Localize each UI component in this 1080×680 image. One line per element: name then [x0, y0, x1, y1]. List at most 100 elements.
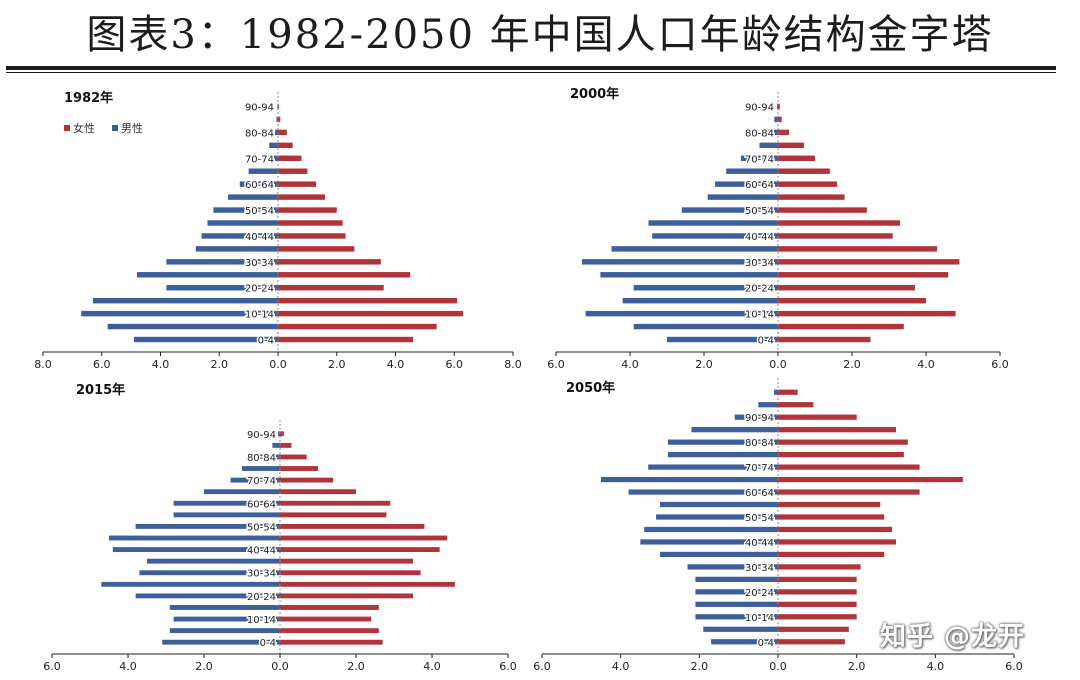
- bar-female: [278, 103, 279, 110]
- bar-male: [112, 547, 280, 553]
- x-tick-label: 2.0: [328, 358, 346, 371]
- bar-female: [778, 526, 893, 533]
- x-tick-label: 4.0: [917, 358, 935, 371]
- age-label: 50-54: [245, 206, 274, 217]
- legend-label-female: 女性: [73, 121, 95, 135]
- bar-female: [278, 297, 458, 304]
- bar-female: [280, 628, 379, 634]
- x-tick-label: 6.0: [533, 660, 551, 673]
- age-label: 0-4: [260, 638, 276, 649]
- bar-male: [758, 402, 778, 408]
- bar-female: [280, 500, 391, 506]
- bar-male: [774, 389, 778, 395]
- bar-male: [703, 626, 778, 632]
- x-tick-label: 4.0: [621, 358, 639, 371]
- bar-female: [778, 402, 814, 408]
- bar-female: [778, 233, 893, 239]
- bar-male: [660, 501, 778, 508]
- bar-female: [778, 639, 845, 645]
- bar-female: [778, 285, 915, 291]
- bar-male: [711, 639, 778, 645]
- bar-male: [147, 558, 280, 564]
- age-label: 70-74: [245, 154, 274, 165]
- bar-male: [173, 616, 280, 622]
- x-tick-label: 4.0: [119, 660, 137, 673]
- x-tick-label: 0.0: [769, 358, 787, 371]
- bar-male: [726, 168, 778, 174]
- chart-title: 1982年: [64, 90, 113, 106]
- age-label: 50-54: [247, 522, 276, 533]
- age-label: 10-14: [745, 613, 774, 624]
- bar-male: [277, 103, 278, 110]
- bar-male: [759, 142, 778, 149]
- x-tick-label: 6.0: [991, 358, 1009, 371]
- bar-female: [280, 558, 413, 564]
- bar-female: [280, 512, 387, 518]
- bar-male: [135, 523, 280, 529]
- x-tick-label: 6.0: [43, 660, 61, 673]
- bar-male: [204, 489, 280, 495]
- bar-female: [778, 501, 881, 508]
- age-label: 80-84: [745, 438, 774, 449]
- age-label: 80-84: [247, 453, 276, 464]
- bar-female: [278, 181, 317, 187]
- title-divider: [6, 66, 1056, 70]
- bar-female: [778, 626, 849, 632]
- x-tick-label: 4.0: [152, 358, 170, 371]
- bar-male: [715, 181, 778, 187]
- bar-male: [166, 285, 278, 291]
- bar-female: [778, 601, 857, 607]
- bar-male: [107, 323, 278, 330]
- bar-male: [585, 310, 778, 317]
- legend-swatch-male: [112, 125, 118, 131]
- bar-female: [778, 589, 857, 595]
- age-label: 10-14: [745, 310, 774, 321]
- bar-male: [101, 581, 281, 587]
- bar-female: [778, 129, 790, 136]
- bar-female: [778, 427, 896, 433]
- bar-male: [230, 477, 280, 483]
- bar-female: [278, 259, 381, 265]
- bar-female: [278, 168, 308, 174]
- bar-female: [778, 389, 798, 395]
- bar-male: [648, 220, 778, 226]
- bar-male: [648, 464, 778, 470]
- bar-male: [633, 323, 778, 330]
- x-tick-label: 8.0: [34, 358, 52, 371]
- age-label: 90-94: [745, 413, 774, 424]
- bar-male: [640, 539, 778, 545]
- bar-female: [280, 570, 421, 576]
- bar-male: [695, 601, 778, 607]
- age-label: 20-24: [247, 592, 276, 603]
- bar-female: [778, 142, 804, 149]
- age-label: 60-64: [247, 499, 276, 510]
- page-title: 图表3：1982-2050 年中国人口年龄结构金字塔: [86, 12, 994, 58]
- bar-male: [766, 129, 778, 136]
- age-label: 90-94: [247, 430, 276, 441]
- bar-female: [778, 181, 838, 187]
- bar-female: [778, 336, 871, 343]
- x-tick-label: 2.0: [347, 660, 365, 673]
- bar-female: [778, 439, 908, 445]
- bar-male: [169, 628, 280, 634]
- bar-female: [778, 272, 949, 278]
- age-label: 40-44: [245, 232, 274, 243]
- x-tick-label: 2.0: [211, 358, 229, 371]
- bar-male: [278, 431, 280, 437]
- bar-male: [691, 427, 778, 433]
- age-label: 30-34: [245, 258, 274, 269]
- x-tick-label: 4.0: [927, 660, 945, 673]
- bar-male: [139, 570, 280, 576]
- bar-male: [162, 639, 280, 645]
- bar-male: [601, 476, 778, 483]
- bar-male: [695, 576, 778, 583]
- bar-male: [195, 246, 278, 252]
- bar-male: [656, 514, 778, 520]
- pyramid-2015: 2015年 0-4 10-14 20-24 30-34 40-44 50-54 60-64 70…: [43, 382, 517, 673]
- bar-female: [778, 259, 960, 265]
- x-tick-label: 2.0: [843, 358, 861, 371]
- x-tick-label: 6.0: [499, 660, 517, 673]
- title-divider-thin: [6, 72, 1056, 73]
- age-label: 80-84: [745, 128, 774, 139]
